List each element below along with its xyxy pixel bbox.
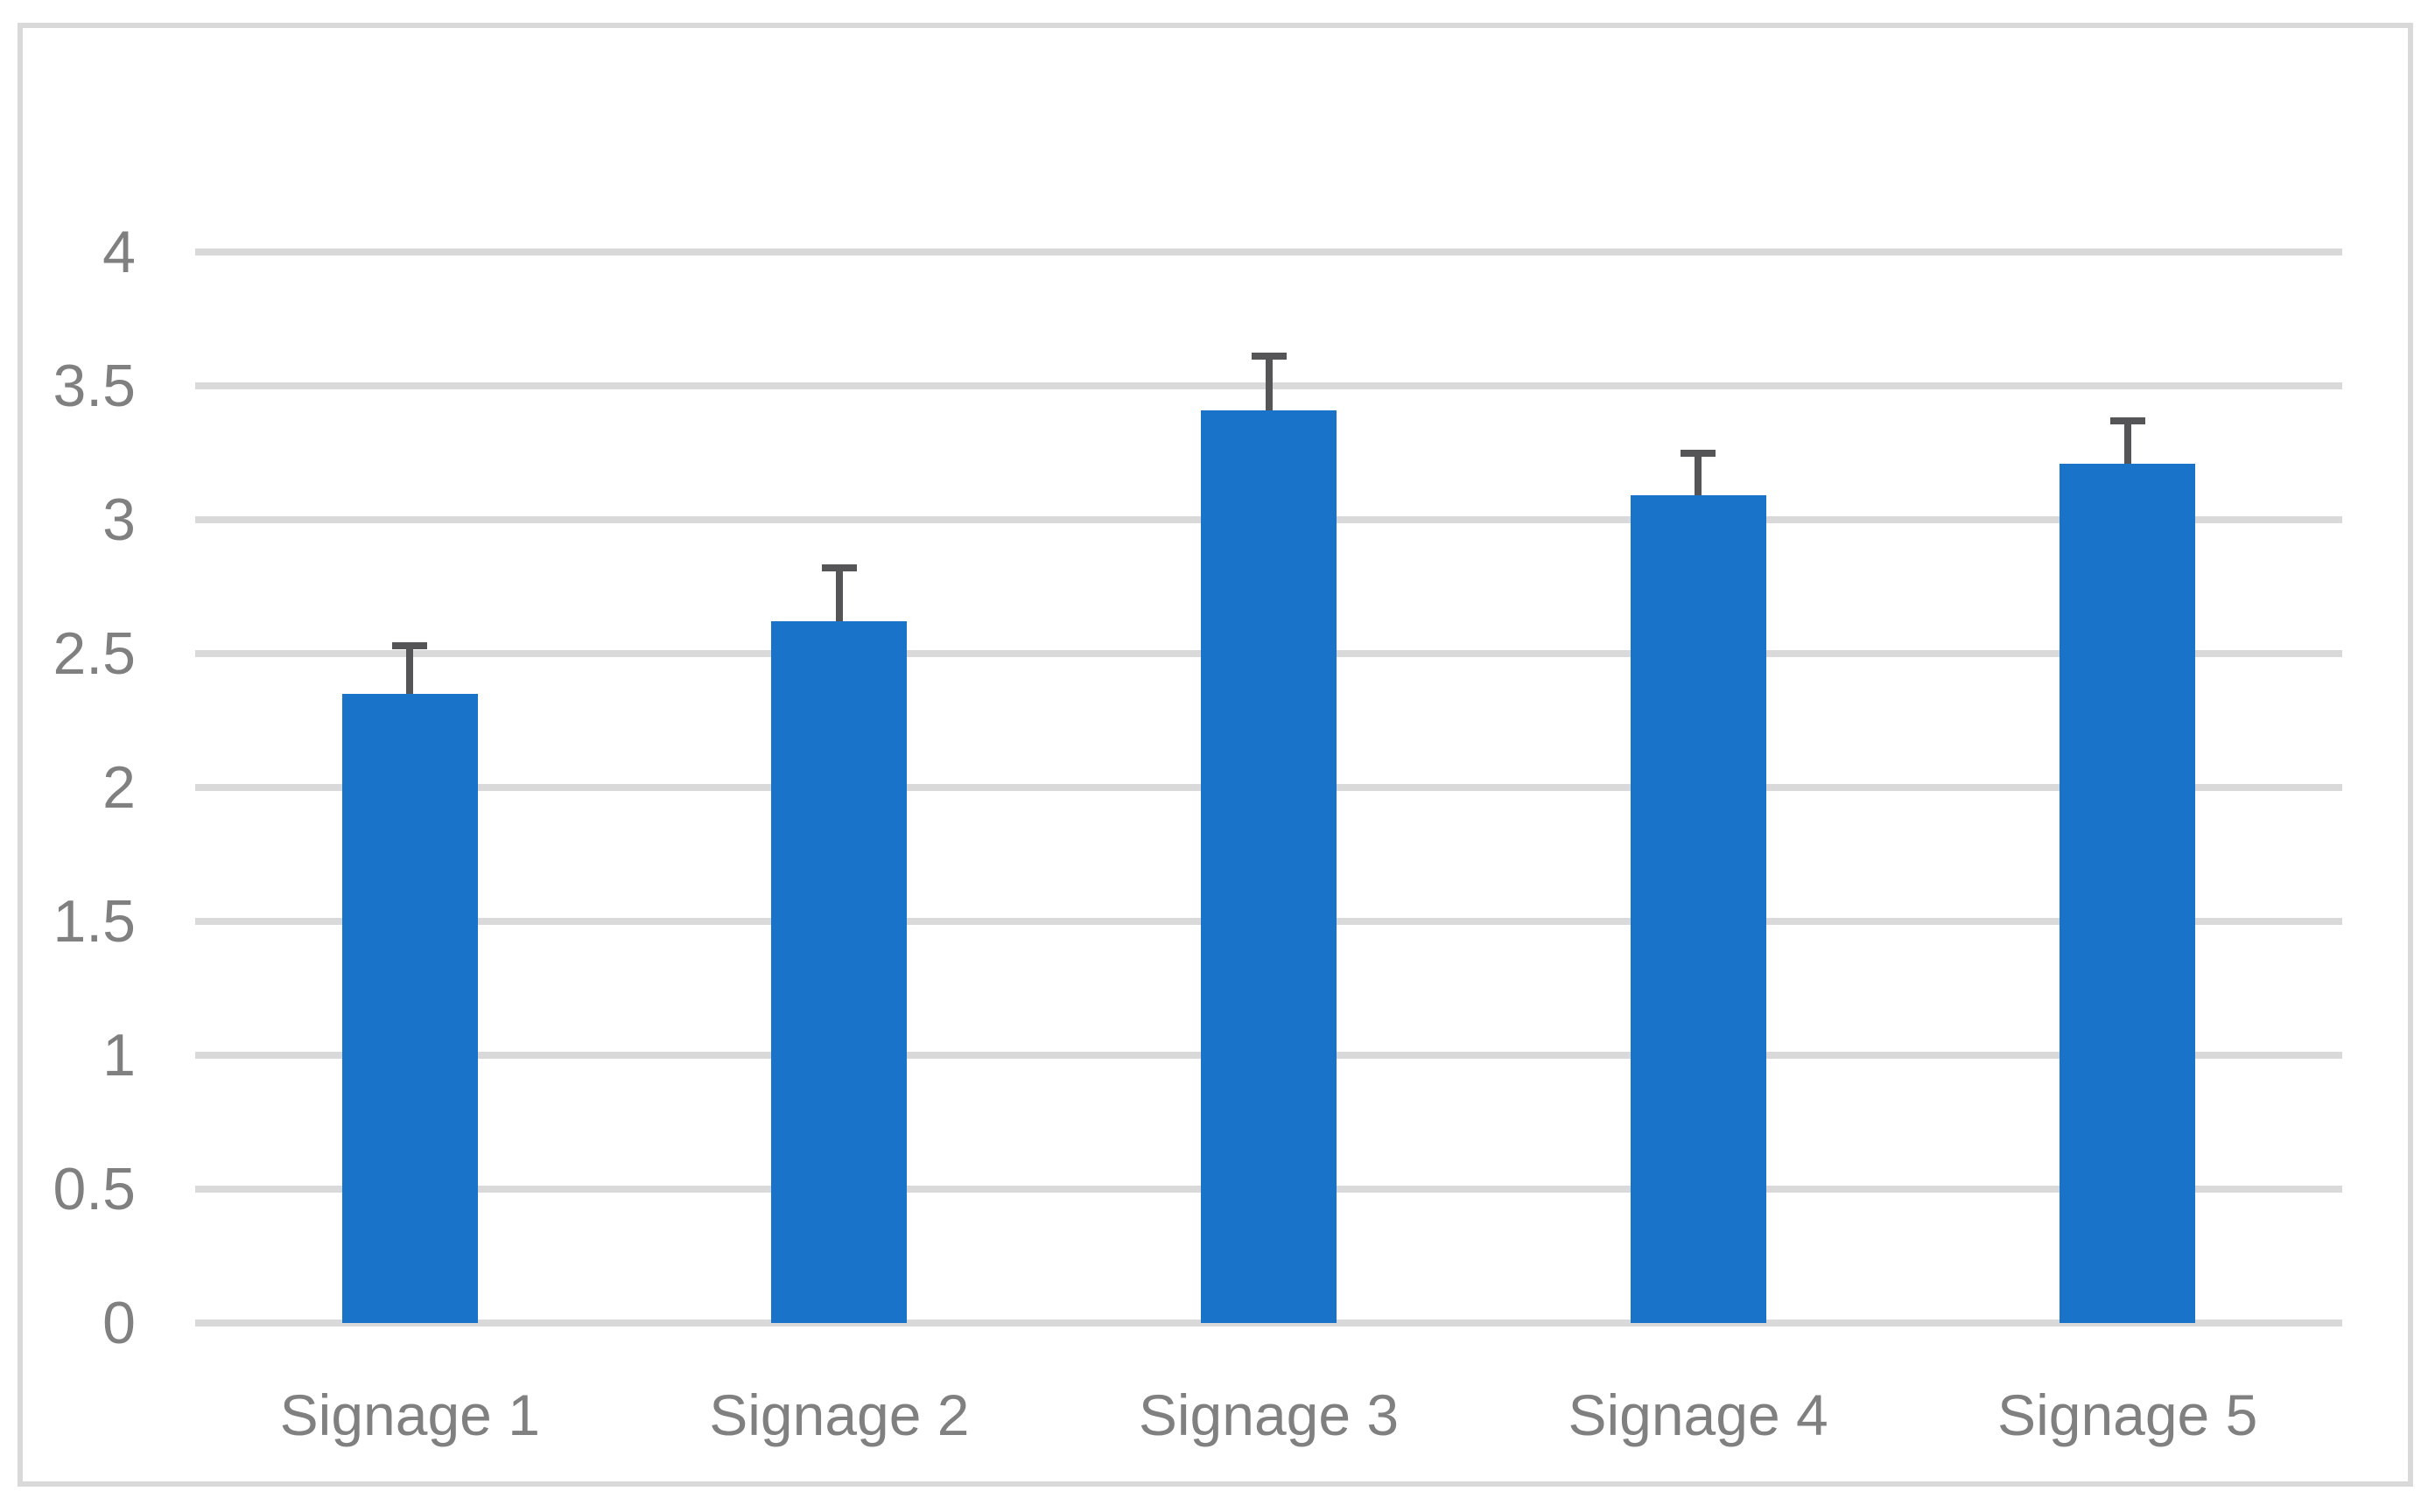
error-bar-line: [1265, 356, 1273, 410]
error-bar-cap: [821, 564, 857, 572]
bar-signage-3: [1201, 410, 1337, 1323]
bar-signage-5: [2060, 463, 2196, 1323]
error-bar-line: [1695, 452, 1702, 496]
error-bar-cap: [1681, 449, 1716, 457]
gridline: [195, 1320, 2342, 1326]
bar-signage-4: [1630, 495, 1766, 1323]
error-bar-line: [2123, 420, 2131, 464]
error-bar-line: [406, 645, 414, 694]
y-tick-label: 3.5: [53, 353, 136, 419]
x-category-label: Signage 1: [279, 1382, 540, 1447]
error-bar-cap: [2109, 416, 2145, 424]
y-tick-label: 0.5: [53, 1156, 136, 1222]
x-category-label: Signage 2: [709, 1382, 970, 1447]
x-category-label: Signage 5: [1997, 1382, 2258, 1447]
y-tick-label: 4: [102, 219, 136, 285]
y-tick-label: 1.5: [53, 888, 136, 955]
error-bar-line: [835, 568, 843, 622]
y-tick-label: 1: [102, 1022, 136, 1088]
x-category-label: Signage 3: [1138, 1382, 1400, 1447]
error-bar-cap: [392, 641, 428, 649]
y-tick-label: 2: [102, 754, 136, 821]
x-category-label: Signage 4: [1568, 1382, 1828, 1447]
y-tick-label: 0: [102, 1290, 136, 1356]
error-bar-cap: [1251, 353, 1287, 360]
y-tick-label: 2.5: [53, 620, 136, 687]
bar-signage-1: [341, 693, 478, 1323]
bar-signage-2: [771, 621, 908, 1323]
gridline: [195, 248, 2342, 256]
y-tick-label: 3: [102, 486, 136, 553]
